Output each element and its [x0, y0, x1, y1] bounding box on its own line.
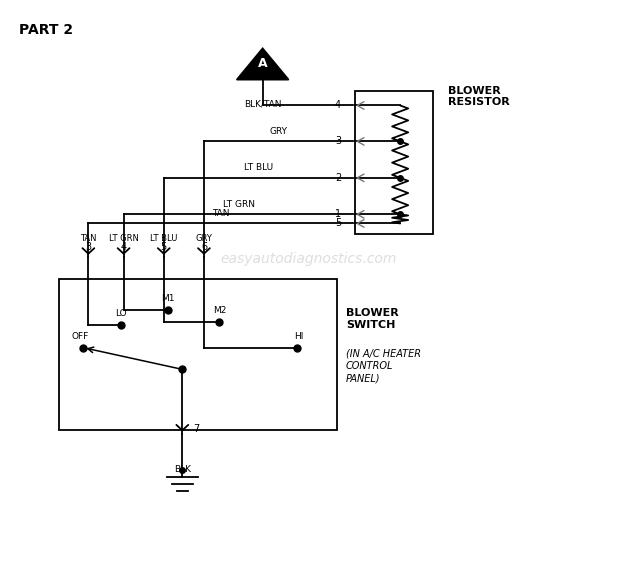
- Text: M1: M1: [161, 294, 175, 303]
- Text: LO: LO: [115, 309, 126, 318]
- Text: PART 2: PART 2: [19, 23, 73, 37]
- Text: BLOWER
SWITCH: BLOWER SWITCH: [346, 308, 399, 330]
- Text: 4: 4: [121, 242, 127, 252]
- Text: easyautodiagnostics.com: easyautodiagnostics.com: [221, 253, 397, 266]
- Text: 3: 3: [335, 136, 341, 146]
- Bar: [355, 91, 433, 234]
- Text: GRY: GRY: [195, 234, 213, 243]
- Text: GRY: GRY: [269, 127, 288, 136]
- Text: 1: 1: [335, 209, 341, 219]
- Text: LT GRN: LT GRN: [109, 234, 138, 243]
- Polygon shape: [237, 48, 289, 80]
- Text: TAN: TAN: [80, 234, 96, 243]
- Text: A: A: [258, 58, 268, 71]
- Text: 7: 7: [193, 424, 200, 434]
- Text: LT BLU: LT BLU: [150, 234, 177, 243]
- Text: 2: 2: [335, 173, 341, 183]
- Text: M2: M2: [213, 306, 226, 315]
- Text: BLK/TAN: BLK/TAN: [244, 100, 281, 109]
- Text: LT BLU: LT BLU: [244, 163, 273, 172]
- Text: 5: 5: [335, 218, 341, 229]
- Text: 6: 6: [201, 242, 207, 252]
- Text: TAN: TAN: [212, 209, 230, 218]
- Text: 5: 5: [161, 242, 167, 252]
- Text: 4: 4: [335, 100, 341, 111]
- Text: 3: 3: [85, 242, 91, 252]
- Text: HI: HI: [294, 332, 303, 341]
- Text: OFF: OFF: [72, 332, 89, 341]
- Text: BLOWER
RESISTOR: BLOWER RESISTOR: [448, 86, 510, 107]
- Text: (IN A/C HEATER
CONTROL
PANEL): (IN A/C HEATER CONTROL PANEL): [346, 349, 421, 384]
- Bar: [59, 279, 337, 430]
- Text: BLK: BLK: [174, 465, 191, 474]
- Text: LT GRN: LT GRN: [222, 200, 255, 209]
